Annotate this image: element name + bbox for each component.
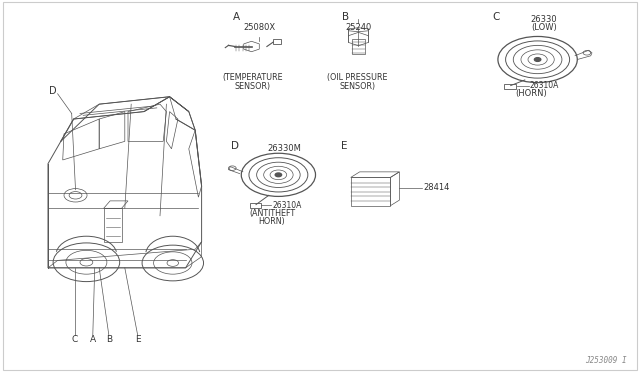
Text: (OIL PRESSURE: (OIL PRESSURE <box>327 73 387 82</box>
Text: 26330: 26330 <box>531 15 557 24</box>
Text: (HORN): (HORN) <box>515 89 547 98</box>
Text: SENSOR): SENSOR) <box>235 81 271 90</box>
Circle shape <box>534 58 541 61</box>
Text: 26310A: 26310A <box>273 201 302 210</box>
Text: D: D <box>49 86 56 96</box>
Circle shape <box>275 173 282 177</box>
Text: 26310A: 26310A <box>530 81 559 90</box>
Text: E: E <box>341 141 348 151</box>
Text: 25080X: 25080X <box>243 23 275 32</box>
Text: SENSOR): SENSOR) <box>339 81 375 90</box>
Text: C: C <box>492 12 500 22</box>
Text: C: C <box>72 335 78 344</box>
Text: 25240: 25240 <box>345 23 372 32</box>
Text: 28414: 28414 <box>424 183 450 192</box>
Text: (LOW): (LOW) <box>531 23 557 32</box>
Text: E: E <box>135 335 140 344</box>
Text: J253009 I: J253009 I <box>586 356 627 365</box>
Text: A: A <box>90 335 96 344</box>
Text: (ANTITHEFT: (ANTITHEFT <box>249 209 295 218</box>
Text: B: B <box>106 335 112 344</box>
Text: 26330M: 26330M <box>268 144 301 153</box>
Text: (TEMPERATURE: (TEMPERATURE <box>223 73 283 82</box>
Text: B: B <box>342 12 349 22</box>
Text: HORN): HORN) <box>259 217 285 226</box>
Text: D: D <box>231 141 239 151</box>
Text: A: A <box>233 12 241 22</box>
